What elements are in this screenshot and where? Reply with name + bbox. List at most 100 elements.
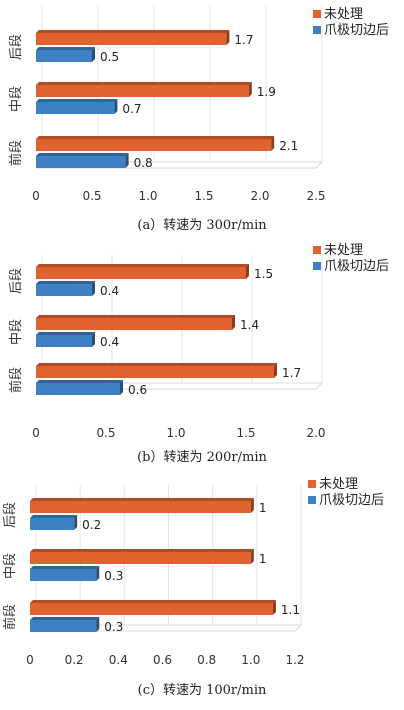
bar-untreated [36,85,249,97]
x-tick-label: 0 [26,653,34,667]
bar-untreated [36,366,274,378]
data-label: 0.4 [100,335,119,349]
bar-end-face [226,30,230,45]
data-label: 1.5 [254,267,273,281]
bar-end-face [246,264,249,279]
bar-untreated [36,139,272,151]
bar-top-face [36,47,95,50]
bar-trimmed [36,102,115,114]
data-label: 0.6 [128,383,147,397]
x-tick-label: 1.2 [285,653,304,667]
bar-end-face [272,600,276,615]
data-label: 0.8 [134,156,153,170]
floor-right-edge [315,161,323,169]
x-tick-label: 1.5 [236,426,255,440]
bar-top-face [30,617,100,620]
bar-top-face [36,315,235,318]
bar-end-face [250,549,254,564]
x-tick-label: 1.0 [241,653,260,667]
x-tick-label: 0.4 [109,653,128,667]
bar-trimmed [30,569,97,581]
bar-end-face [248,82,252,97]
bar-top-face [36,30,230,33]
bar-top-face [36,363,277,366]
data-label: 2.1 [279,139,298,153]
x-tick-label: 0.2 [65,653,84,667]
data-label: 0.3 [104,569,123,583]
bar-top-face [36,380,123,383]
bar-top-face [36,264,249,267]
data-label: 1.7 [234,33,253,47]
data-label: 1.1 [281,603,300,617]
bar-trimmed [36,383,120,395]
bar-end-face [74,515,78,530]
x-tick-label: 0 [32,426,40,440]
bar-trimmed [30,620,97,632]
bar-end-face [114,99,118,114]
x-tick-label: 2.5 [306,189,325,203]
data-label: 0.5 [100,50,119,64]
bar-top-face [36,82,252,85]
y-category-label: 后段 [9,268,24,294]
chart-panel-2: 0 0.5 1.0 1.5 2.0 前段 1.7 0.6 中段 1.4 0.4 后段 1.5 0.4 未处理… [8,243,389,465]
figure-caption: (c）转速为 100r/min [138,683,267,698]
legend-label: 未处理 [324,7,363,22]
legend-swatch [313,26,321,34]
y-category-label: 中段 [9,86,24,112]
floor-right-edge [294,624,302,632]
bar-untreated [36,33,227,45]
figure-caption: (a）转速为 300r/min [137,218,267,233]
data-label: 1 [259,552,267,566]
data-label: 0.2 [82,518,101,532]
bar-untreated [30,552,251,564]
data-label: 0.3 [104,620,123,634]
chart-panel-3: 0 0.2 0.4 0.6 0.8 1.0 1.2 前段 1.1 0.3 中段 1 0.3 后段 1 0.2 未… [2,477,384,698]
bar-end-face [120,380,123,395]
bar-top-face [36,153,129,156]
bar-end-face [125,153,129,168]
y-category-label: 前段 [8,140,24,166]
x-tick-label: 0.5 [82,189,101,203]
x-tick-label: 0.8 [197,653,216,667]
legend-swatch [308,496,316,504]
legend-label: 未处理 [324,243,363,258]
data-label: 1 [259,501,267,515]
legend-swatch [313,10,321,18]
bar-trimmed [36,335,92,347]
x-tick-label: 1.0 [166,426,185,440]
y-category-label: 中段 [3,553,18,579]
data-label: 0.7 [122,102,141,116]
bar-end-face [92,47,95,62]
legend-label: 未处理 [319,477,358,492]
figure-caption: (b）转速为 200r/min [137,450,267,465]
bar-trimmed [36,284,92,296]
bar-top-face [30,549,254,552]
bar-end-face [96,566,100,581]
data-label: 1.4 [240,318,259,332]
bar-end-face [271,136,275,151]
bar-top-face [36,136,275,139]
bar-untreated [30,501,251,513]
data-label: 1.7 [282,366,301,380]
data-label: 0.4 [100,284,119,298]
bar-top-face [36,332,95,335]
bar-top-face [30,515,78,518]
legend-label: 爪极切边后 [319,493,384,508]
bar-top-face [30,498,254,501]
bar-untreated [36,318,232,330]
x-tick-label: 0.5 [96,426,115,440]
bar-end-face [250,498,254,513]
legend-swatch [313,262,321,270]
legend-swatch [308,480,316,488]
x-tick-label: 2.0 [250,189,269,203]
bar-untreated [36,267,246,279]
chart-panel-1: 0 0.5 1.0 1.5 2.0 2.5 前段 2.1 0.8 中段 1.9 0.7 后段 1.7 0.5… [8,6,389,233]
floor-right-edge [315,382,323,390]
bar-trimmed [36,50,92,62]
bar-end-face [232,315,235,330]
y-category-label: 中段 [9,319,24,345]
x-tick-label: 1.0 [138,189,157,203]
y-category-label: 后段 [3,502,18,528]
bar-end-face [92,281,95,296]
